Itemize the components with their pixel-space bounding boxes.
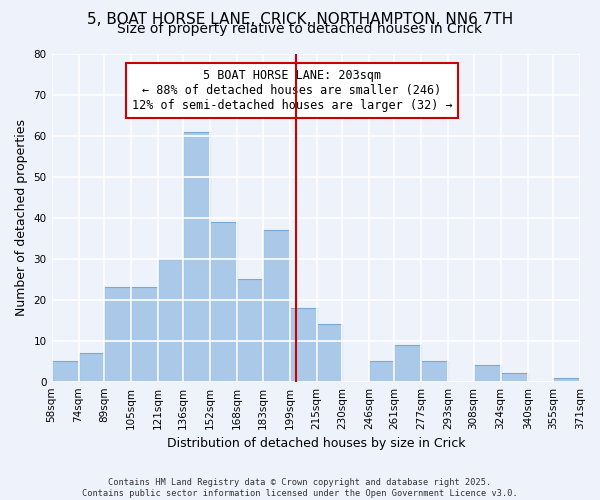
Bar <box>52 361 79 382</box>
Bar <box>553 378 580 382</box>
Text: Contains HM Land Registry data © Crown copyright and database right 2025.
Contai: Contains HM Land Registry data © Crown c… <box>82 478 518 498</box>
Bar <box>317 324 342 382</box>
Bar <box>183 132 210 382</box>
Y-axis label: Number of detached properties: Number of detached properties <box>15 120 28 316</box>
Bar <box>500 374 527 382</box>
Bar <box>158 259 183 382</box>
Bar <box>104 288 131 382</box>
Bar <box>473 366 500 382</box>
Bar <box>290 308 317 382</box>
Bar <box>210 222 237 382</box>
Bar <box>131 288 158 382</box>
Bar <box>263 230 290 382</box>
Bar <box>79 353 104 382</box>
X-axis label: Distribution of detached houses by size in Crick: Distribution of detached houses by size … <box>167 437 465 450</box>
Bar <box>369 361 394 382</box>
Text: 5 BOAT HORSE LANE: 203sqm
← 88% of detached houses are smaller (246)
12% of semi: 5 BOAT HORSE LANE: 203sqm ← 88% of detac… <box>131 68 452 112</box>
Text: 5, BOAT HORSE LANE, CRICK, NORTHAMPTON, NN6 7TH: 5, BOAT HORSE LANE, CRICK, NORTHAMPTON, … <box>87 12 513 28</box>
Text: Size of property relative to detached houses in Crick: Size of property relative to detached ho… <box>118 22 482 36</box>
Bar <box>421 361 448 382</box>
Bar <box>237 280 263 382</box>
Bar <box>394 345 421 382</box>
